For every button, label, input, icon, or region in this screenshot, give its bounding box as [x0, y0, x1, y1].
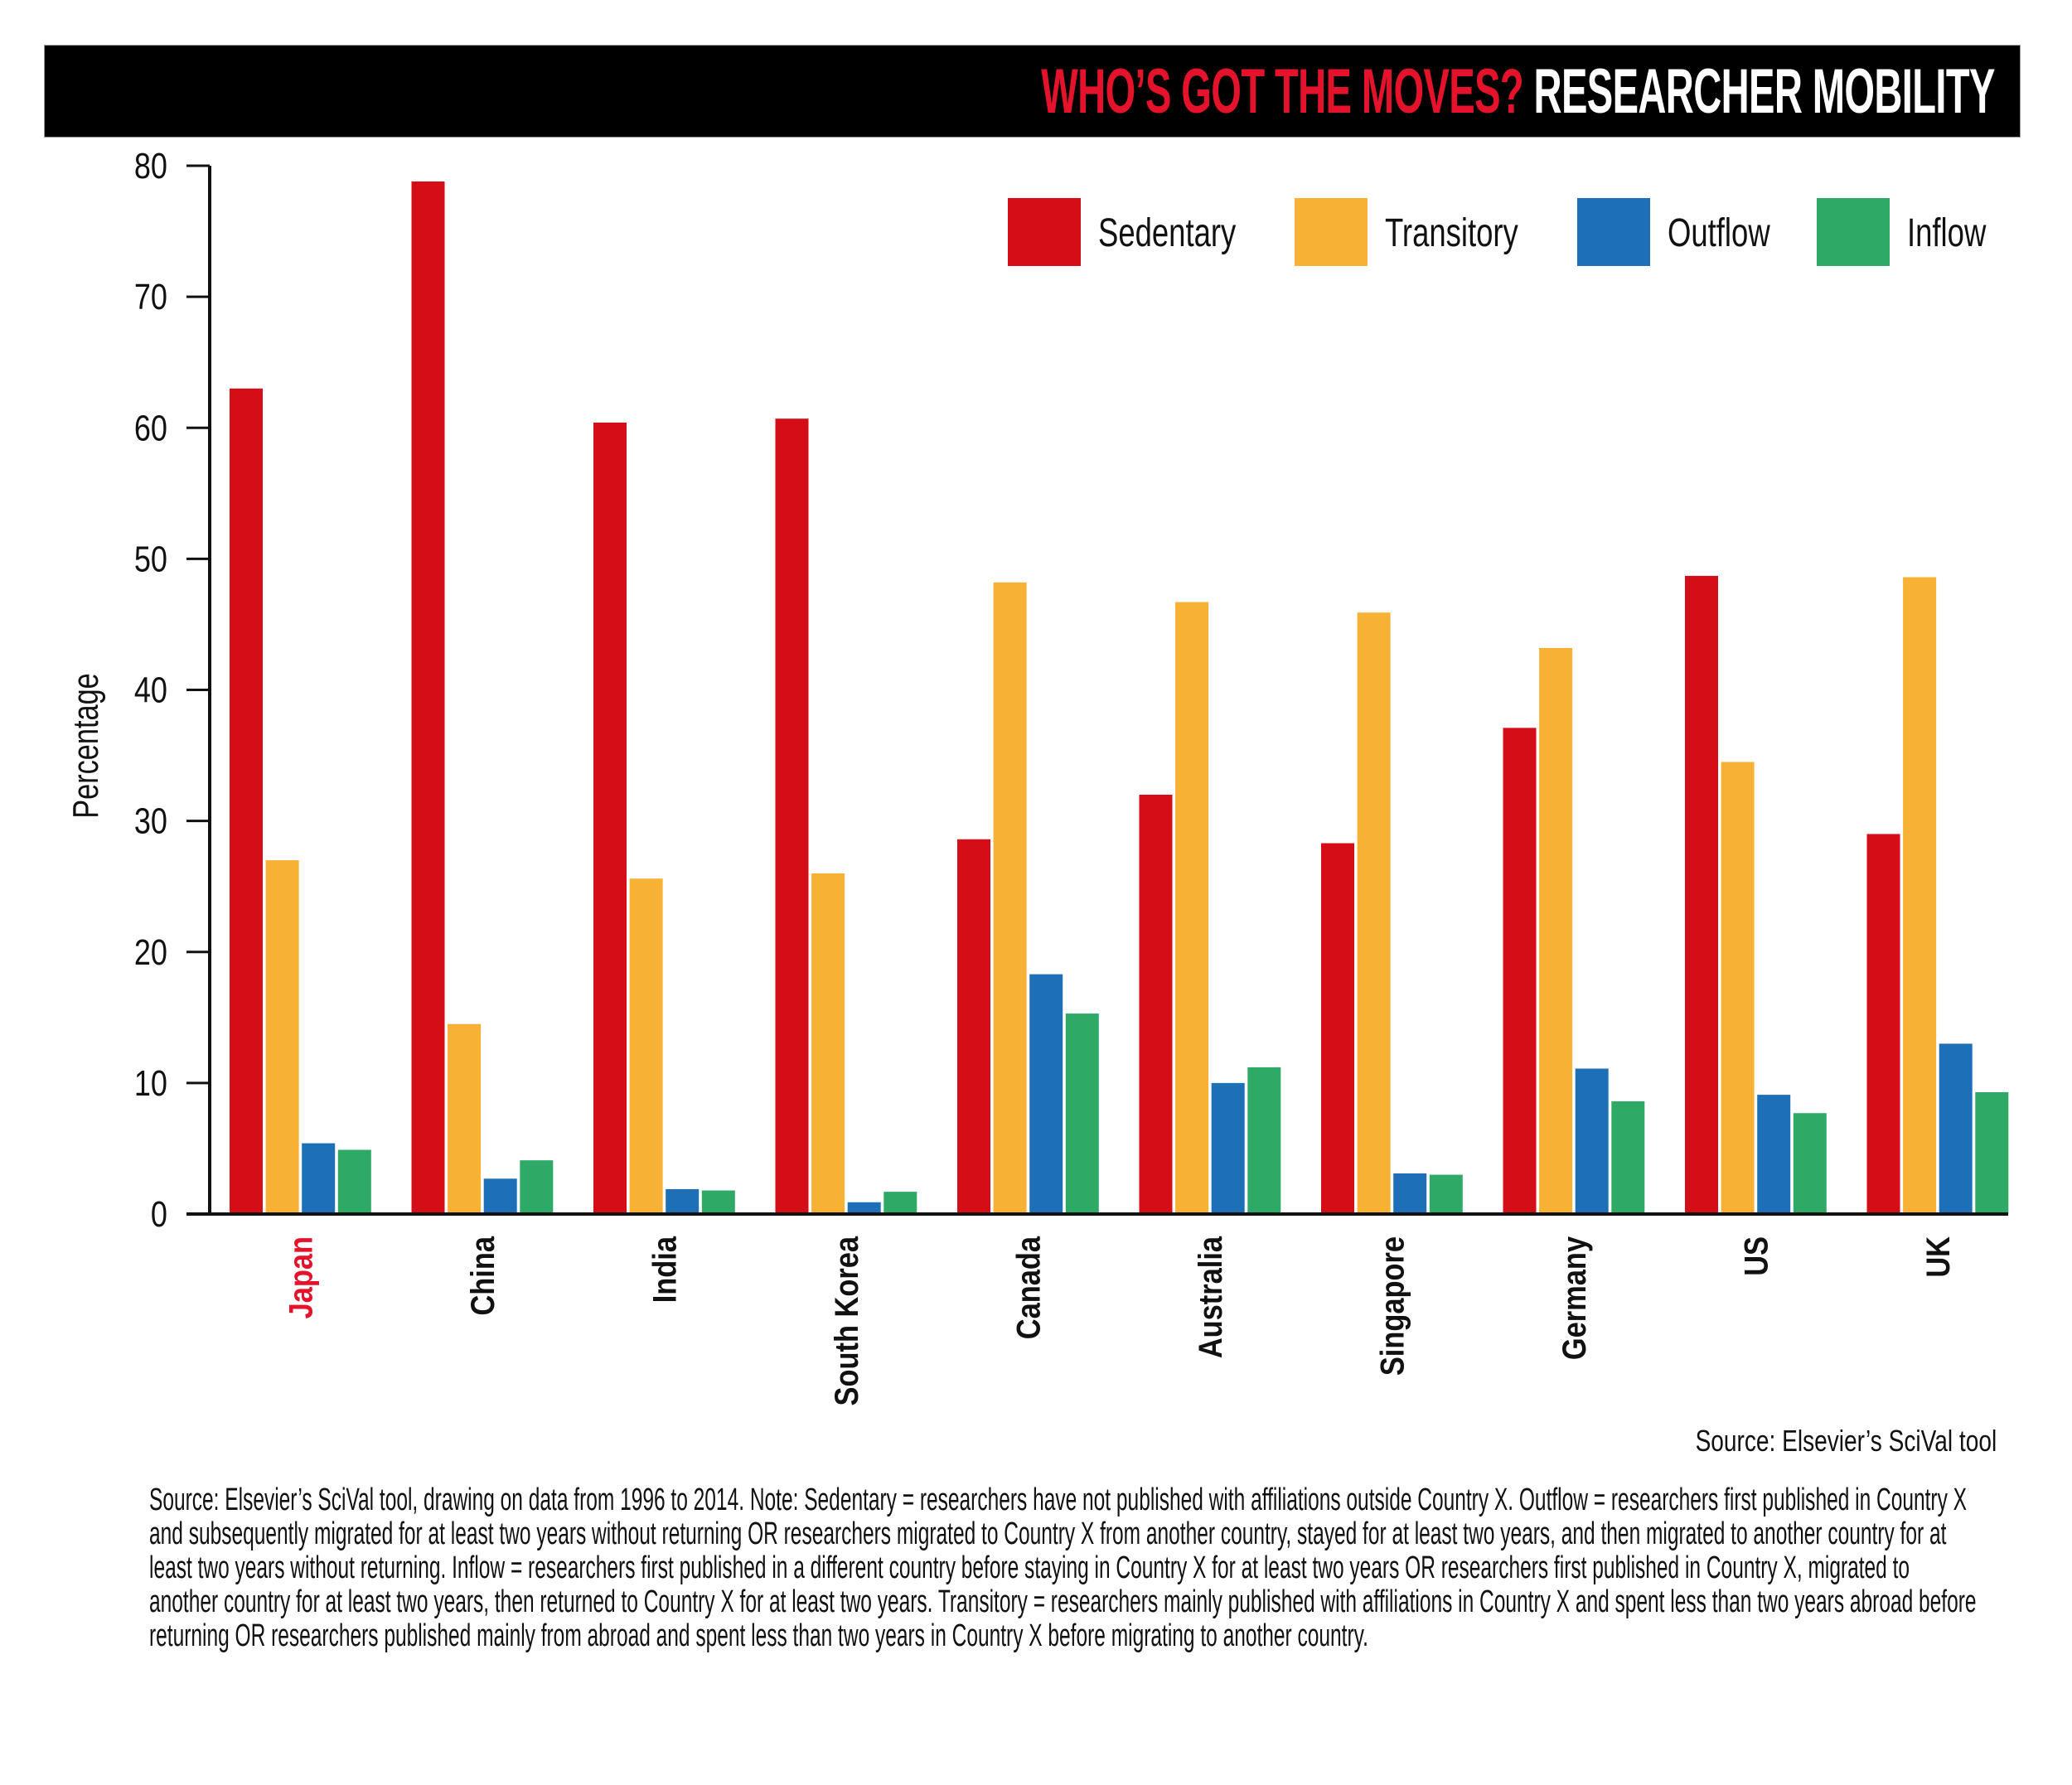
bar-group-australia	[1139, 602, 1281, 1214]
x-tick-label: China	[463, 1236, 501, 1316]
bar-group-singapore	[1321, 612, 1463, 1214]
chart-title: WHO’S GOT THE MOVES? RESEARCHER MOBILITY	[1041, 57, 1995, 127]
title-bar: WHO’S GOT THE MOVES? RESEARCHER MOBILITY	[44, 45, 2021, 138]
legend-label: Outflow	[1668, 210, 1770, 255]
x-tick-label: Singapore	[1373, 1236, 1411, 1376]
bar-inflow-south-korea	[884, 1192, 917, 1214]
legend-label: Inflow	[1907, 210, 1986, 255]
bar-transitory-singapore	[1357, 612, 1391, 1214]
x-tick-label: India	[646, 1236, 683, 1303]
y-tick-label: 80	[134, 146, 167, 186]
bar-chart: 0 10 20 30 40 50 60 70 80 Japan China India South K…	[65, 146, 2009, 1406]
source-credit: Source: Elsevier’s SciVal tool	[1695, 1424, 1997, 1458]
legend-item-sedentary: Sedentary	[1008, 198, 1237, 266]
bar-inflow-singapore	[1429, 1174, 1463, 1214]
bar-outflow-india	[666, 1188, 700, 1214]
y-tick-label: 30	[134, 801, 167, 841]
x-tick-label: Canada	[1009, 1236, 1047, 1339]
bar-transitory-china	[448, 1023, 482, 1214]
bar-outflow-uk	[1939, 1043, 1973, 1214]
bar-inflow-us	[1793, 1113, 1827, 1214]
bar-group-china	[411, 181, 554, 1215]
y-tick-label: 60	[134, 408, 167, 448]
bar-group-japan	[230, 388, 371, 1214]
bar-sedentary-australia	[1139, 795, 1173, 1214]
bar-transitory-germany	[1539, 647, 1573, 1214]
bars-layer	[230, 181, 2009, 1215]
y-axis-label: Percentage	[65, 673, 106, 818]
legend: Sedentary Transitory Outflow Inflow	[1008, 198, 1986, 266]
bar-outflow-germany	[1575, 1068, 1609, 1214]
bar-outflow-singapore	[1393, 1173, 1427, 1214]
bar-outflow-canada	[1029, 974, 1063, 1214]
footnote: Source: Elsevier’s SciVal tool, drawing …	[149, 1483, 1977, 1653]
bar-transitory-australia	[1175, 602, 1209, 1214]
bar-sedentary-germany	[1503, 728, 1537, 1214]
bar-inflow-uk	[1975, 1091, 2009, 1214]
bar-group-south-korea	[775, 418, 917, 1214]
y-tick-label: 70	[134, 277, 167, 317]
legend-label: Transitory	[1385, 210, 1518, 255]
bar-sedentary-china	[411, 181, 445, 1215]
legend-label: Sedentary	[1098, 210, 1237, 255]
bar-sedentary-singapore	[1321, 843, 1354, 1214]
legend-swatch	[1817, 198, 1890, 266]
legend-item-inflow: Inflow	[1817, 198, 1986, 266]
bar-group-uk	[1866, 577, 2009, 1214]
bar-inflow-germany	[1611, 1101, 1645, 1214]
bar-sedentary-us	[1685, 575, 1718, 1214]
bar-outflow-japan	[302, 1143, 336, 1214]
bar-sedentary-india	[593, 422, 627, 1214]
legend-item-transitory: Transitory	[1295, 198, 1518, 266]
x-tick-label: South Korea	[827, 1236, 864, 1406]
bar-sedentary-south-korea	[775, 418, 809, 1214]
bar-transitory-uk	[1903, 577, 1937, 1214]
bar-group-canada	[957, 582, 1099, 1214]
y-tick-label: 40	[134, 670, 167, 710]
x-tick-labels: Japan China India South Korea Canada Australi…	[282, 1236, 1957, 1406]
legend-swatch	[1577, 198, 1650, 266]
x-tick-label: Australia	[1191, 1236, 1228, 1358]
bar-group-germany	[1503, 647, 1645, 1214]
bar-outflow-australia	[1211, 1082, 1245, 1214]
bar-transitory-japan	[265, 860, 299, 1214]
bar-inflow-china	[520, 1160, 554, 1214]
y-tick-label: 0	[151, 1194, 167, 1235]
y-tick-label: 20	[134, 931, 167, 972]
x-tick-label: Germany	[1555, 1236, 1592, 1360]
title-highlight: WHO’S GOT THE MOVES?	[1041, 56, 1524, 127]
bar-sedentary-japan	[230, 388, 263, 1214]
bar-outflow-china	[483, 1178, 517, 1214]
x-tick-label: US	[1737, 1236, 1774, 1276]
bar-inflow-india	[701, 1190, 735, 1214]
bar-sedentary-uk	[1866, 834, 1900, 1214]
bar-transitory-us	[1721, 762, 1755, 1214]
x-tick-label: Japan	[282, 1236, 319, 1318]
bar-outflow-us	[1757, 1095, 1791, 1214]
bar-transitory-south-korea	[811, 873, 845, 1214]
y-tick-label: 10	[134, 1063, 167, 1104]
bar-group-us	[1685, 575, 1827, 1214]
legend-swatch	[1295, 198, 1368, 266]
legend-swatch	[1008, 198, 1081, 266]
title-main: RESEARCHER MOBILITY	[1533, 56, 1996, 127]
bar-sedentary-canada	[957, 839, 990, 1214]
bar-transitory-india	[629, 878, 663, 1214]
bar-group-india	[593, 422, 735, 1214]
legend-item-outflow: Outflow	[1577, 198, 1770, 266]
bar-outflow-south-korea	[847, 1202, 881, 1214]
bar-transitory-canada	[993, 582, 1027, 1214]
bar-inflow-canada	[1065, 1013, 1099, 1214]
y-tick-label: 50	[134, 539, 167, 579]
bar-inflow-australia	[1247, 1067, 1281, 1214]
y-ticks: 0 10 20 30 40 50 60 70 80	[134, 146, 210, 1235]
x-tick-label: UK	[1919, 1236, 1956, 1278]
bar-inflow-japan	[337, 1149, 371, 1214]
